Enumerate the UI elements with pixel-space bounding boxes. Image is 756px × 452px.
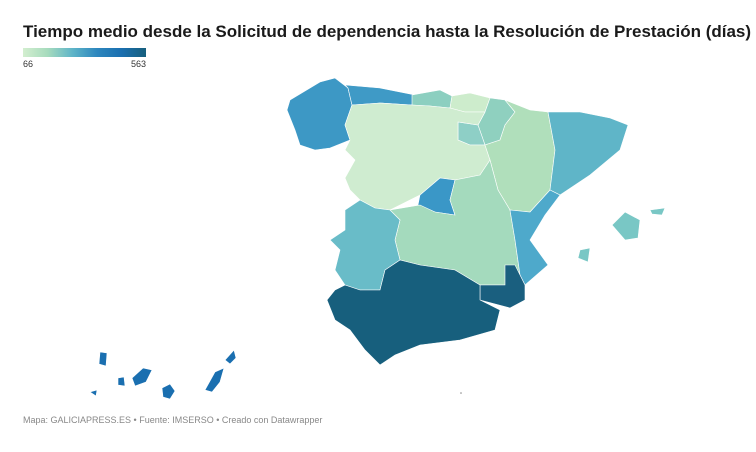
legend-gradient [23,48,146,57]
region-murcia[interactable]: Murcia [479,264,526,309]
region-galicia[interactable]: Galicia [286,77,353,151]
color-legend: 66 563 [23,48,146,69]
region-cataluna[interactable]: Cataluña [547,111,629,196]
chart-title: Tiempo medio desde la Solicitud de depen… [23,22,752,41]
ceuta-melilla-dot [460,392,462,394]
legend-min: 66 [23,59,34,69]
region-canarias[interactable]: Canarias [89,349,237,400]
region-baleares[interactable]: Baleares [577,207,666,263]
region-asturias[interactable]: Asturias [344,84,416,106]
source-footer: Mapa: GALICIAPRESS.ES • Fuente: IMSERSO … [23,415,323,425]
region-andalucia[interactable]: Andalucía [326,259,501,366]
region-pais-vasco[interactable]: País Vasco [449,92,491,113]
legend-max: 563 [130,59,146,69]
